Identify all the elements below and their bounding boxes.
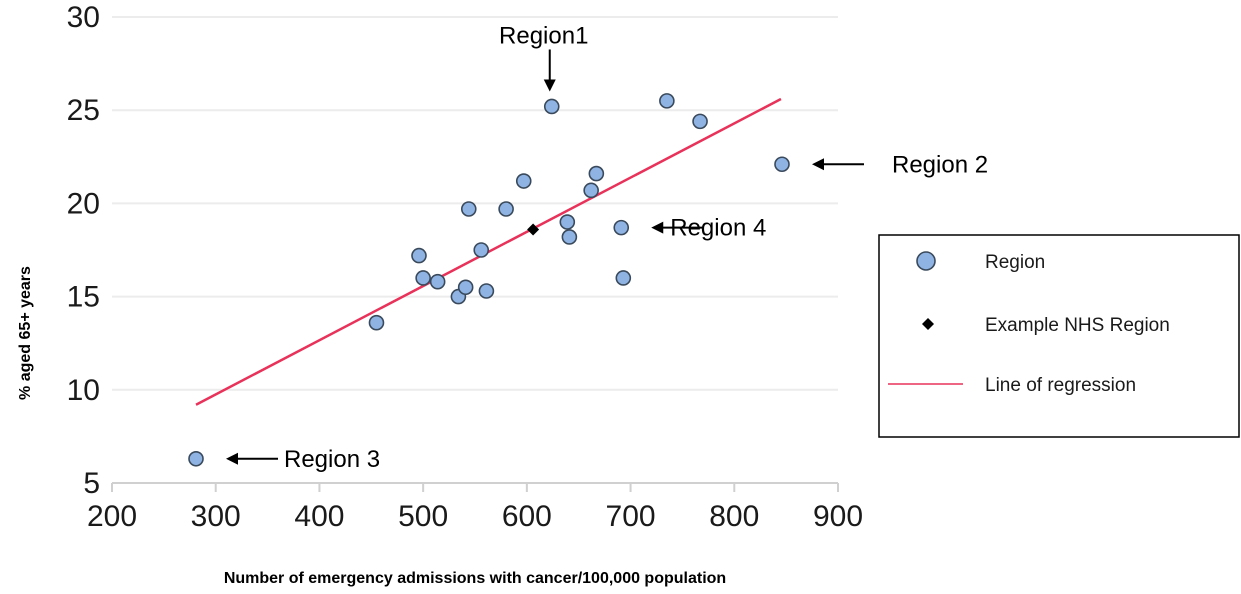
region-point-10: [478, 283, 495, 299]
region-point-12: [515, 173, 532, 189]
annotation-arrow-2: [811, 158, 864, 171]
x-tick-label-600: 600: [502, 500, 552, 533]
annotation-label-3: Region 3: [284, 446, 380, 473]
annotation-label-2: Region 2: [892, 151, 988, 178]
legend: Region Example NHS Region Line of regressi…: [878, 234, 1240, 438]
y-tick-label-5: 5: [83, 467, 100, 500]
region-point-5: [429, 273, 446, 290]
region-point-2: [368, 314, 385, 331]
region-point-9: [473, 242, 490, 258]
region-point-20: [659, 93, 675, 109]
region-point-22: [774, 156, 790, 173]
region-point-15: [561, 229, 578, 245]
x-axis-title: Number of emergency admissions with canc…: [224, 570, 726, 587]
example-nhs-region-point: [527, 223, 540, 236]
x-tick-label-700: 700: [606, 500, 656, 533]
axes: 5 10 15 20 25 30 200 300 400 500 600 700 800 900: [67, 1, 863, 533]
legend-marker-region: [916, 251, 936, 271]
x-tick-label-800: 800: [709, 500, 759, 533]
legend-box: [878, 234, 1240, 438]
gridlines: [112, 16, 838, 391]
region-point-11: [498, 201, 514, 217]
region-point-18: [613, 219, 630, 236]
annotation-arrow-4: [651, 221, 704, 234]
region-point-16: [583, 182, 599, 199]
region-point-4: [415, 270, 431, 286]
x-tick-label-400: 400: [294, 500, 344, 533]
region-point-13: [543, 98, 560, 115]
y-tick-label-20: 20: [67, 187, 100, 220]
x-tick-label-200: 200: [87, 500, 137, 533]
data-points: [188, 93, 790, 467]
region-point-7: [457, 279, 474, 296]
region-point-17: [588, 165, 605, 182]
y-axis-title: % aged 65+ years: [17, 266, 34, 400]
y-tick-label-15: 15: [67, 281, 100, 314]
region-point-1: [188, 450, 204, 467]
region-point-3: [411, 247, 427, 264]
legend-label-1: Region: [985, 252, 1045, 273]
x-tick-label-500: 500: [398, 500, 448, 533]
region-point-8: [460, 201, 477, 217]
y-tick-label-25: 25: [67, 94, 100, 127]
annotation-arrow-3: [226, 452, 279, 465]
region-point-14: [559, 214, 576, 230]
annotation-label-4: Region 4: [670, 215, 766, 242]
annotation-label-1: Region1: [499, 22, 588, 49]
annotations: Region1 Region 2 Region 3 Region 4: [226, 22, 988, 473]
y-tick-label-30: 30: [67, 1, 100, 34]
region-point-19: [615, 270, 632, 286]
legend-label-3: Line of regression: [985, 375, 1136, 396]
x-tick-label-900: 900: [813, 500, 863, 533]
legend-marker-example-nhs-region: [922, 318, 934, 330]
region-point-21: [692, 113, 708, 130]
legend-label-2: Example NHS Region: [985, 315, 1170, 336]
x-tick-label-300: 300: [191, 500, 241, 533]
annotation-arrow-1: [543, 49, 556, 92]
y-tick-label-10: 10: [67, 374, 100, 407]
